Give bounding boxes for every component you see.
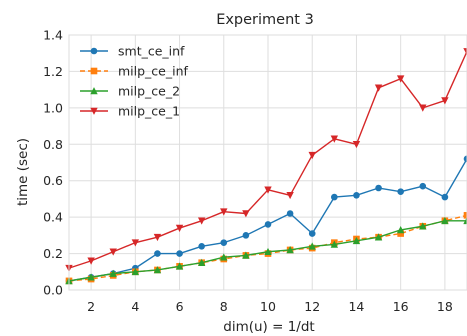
data-point	[109, 269, 117, 277]
x-tick-label: 2	[87, 299, 95, 314]
data-point	[264, 186, 272, 194]
y-tick-label: 0.8	[43, 137, 63, 152]
data-point	[396, 75, 405, 83]
data-point	[397, 188, 404, 195]
x-tick-label: 14	[348, 299, 364, 314]
y-tick-label: 0.6	[43, 173, 63, 188]
data-point	[220, 208, 228, 216]
data-point	[264, 221, 272, 228]
x-tick-label: 8	[220, 299, 228, 314]
data-point	[375, 184, 382, 192]
legend-label: milp_ce_2	[118, 84, 180, 99]
data-point	[131, 239, 140, 247]
data-point	[352, 236, 361, 245]
data-point	[242, 251, 250, 259]
data-point	[220, 253, 228, 261]
data-point	[153, 266, 162, 274]
y-tick-label: 0.2	[43, 246, 63, 261]
data-point	[331, 193, 338, 201]
x-tick-label: 16	[393, 299, 409, 314]
x-tick-label: 10	[260, 299, 276, 314]
data-point	[176, 250, 183, 257]
data-point	[175, 262, 184, 270]
data-point	[264, 247, 272, 256]
data-point	[441, 193, 449, 201]
chart-title: Experiment 3	[216, 12, 314, 28]
data-point	[374, 84, 383, 92]
x-tick-label: 6	[176, 299, 184, 314]
x-tick-label: 18	[437, 299, 453, 314]
data-point	[353, 191, 360, 199]
data-point	[441, 97, 449, 105]
data-point	[197, 217, 206, 225]
legend: smt_ce_inf milp_ce_inf milp_ce_2 milp_ce_1	[80, 44, 189, 119]
x-axis-title: dim(u) = 1/dt	[223, 319, 314, 335]
data-point	[286, 191, 294, 200]
data-point	[197, 258, 206, 266]
series-milp_ce_2	[65, 216, 467, 285]
data-point	[419, 104, 427, 112]
data-point	[397, 230, 404, 237]
y-tick-label: 1.4	[43, 28, 63, 43]
legend-label: milp_ce_inf	[118, 64, 189, 79]
legend-item: milp_ce_2	[80, 84, 180, 99]
data-point	[308, 151, 316, 160]
data-point	[463, 155, 467, 163]
data-point	[109, 248, 117, 256]
legend-marker	[90, 87, 98, 95]
data-point	[463, 212, 467, 219]
x-tick-label: 12	[304, 299, 320, 314]
data-point	[87, 273, 95, 281]
plot-frame	[68, 34, 467, 291]
legend-item: smt_ce_inf	[80, 44, 185, 59]
data-point	[396, 225, 405, 234]
series-milp_ce_1	[65, 48, 467, 273]
data-point	[419, 182, 427, 190]
data-point	[154, 250, 161, 257]
data-point	[308, 242, 316, 250]
y-tick-label: 0.4	[43, 210, 63, 225]
data-point	[352, 140, 361, 149]
series-smt_ce_inf	[65, 155, 467, 285]
y-tick-label: 0.0	[43, 283, 63, 298]
legend-label: smt_ce_inf	[118, 44, 185, 59]
data-point	[441, 216, 449, 225]
data-point	[242, 232, 250, 239]
x-tick-label: 4	[131, 299, 139, 314]
data-point	[198, 242, 205, 250]
data-point	[286, 210, 294, 217]
data-point	[87, 257, 95, 265]
y-axis-title: time (sec)	[15, 138, 31, 206]
data-point	[220, 239, 228, 246]
legend-marker	[90, 107, 98, 115]
legend-marker	[90, 67, 98, 75]
legend-marker	[90, 47, 98, 55]
y-tick-label: 1.2	[43, 64, 63, 79]
data-point	[308, 230, 316, 237]
data-point	[330, 240, 339, 248]
data-point	[419, 222, 427, 230]
tick-labels: 2 4 6 8 10 12 14 16 18 0.0 0.2 0.4 0.6 0.8 1.0 1.2 1.4	[43, 28, 453, 315]
data-point	[463, 48, 467, 56]
legend-item: milp_ce_inf	[80, 64, 189, 79]
legend-item: milp_ce_1	[80, 104, 180, 119]
data-point	[242, 210, 250, 218]
data-point	[286, 246, 294, 254]
data-point	[463, 216, 467, 225]
data-point	[374, 233, 383, 241]
data-point	[330, 135, 339, 143]
legend-label: milp_ce_1	[118, 104, 180, 119]
data-point	[175, 224, 184, 232]
y-tick-label: 1.0	[43, 100, 63, 115]
data-point	[131, 267, 140, 276]
data-point	[153, 233, 162, 242]
